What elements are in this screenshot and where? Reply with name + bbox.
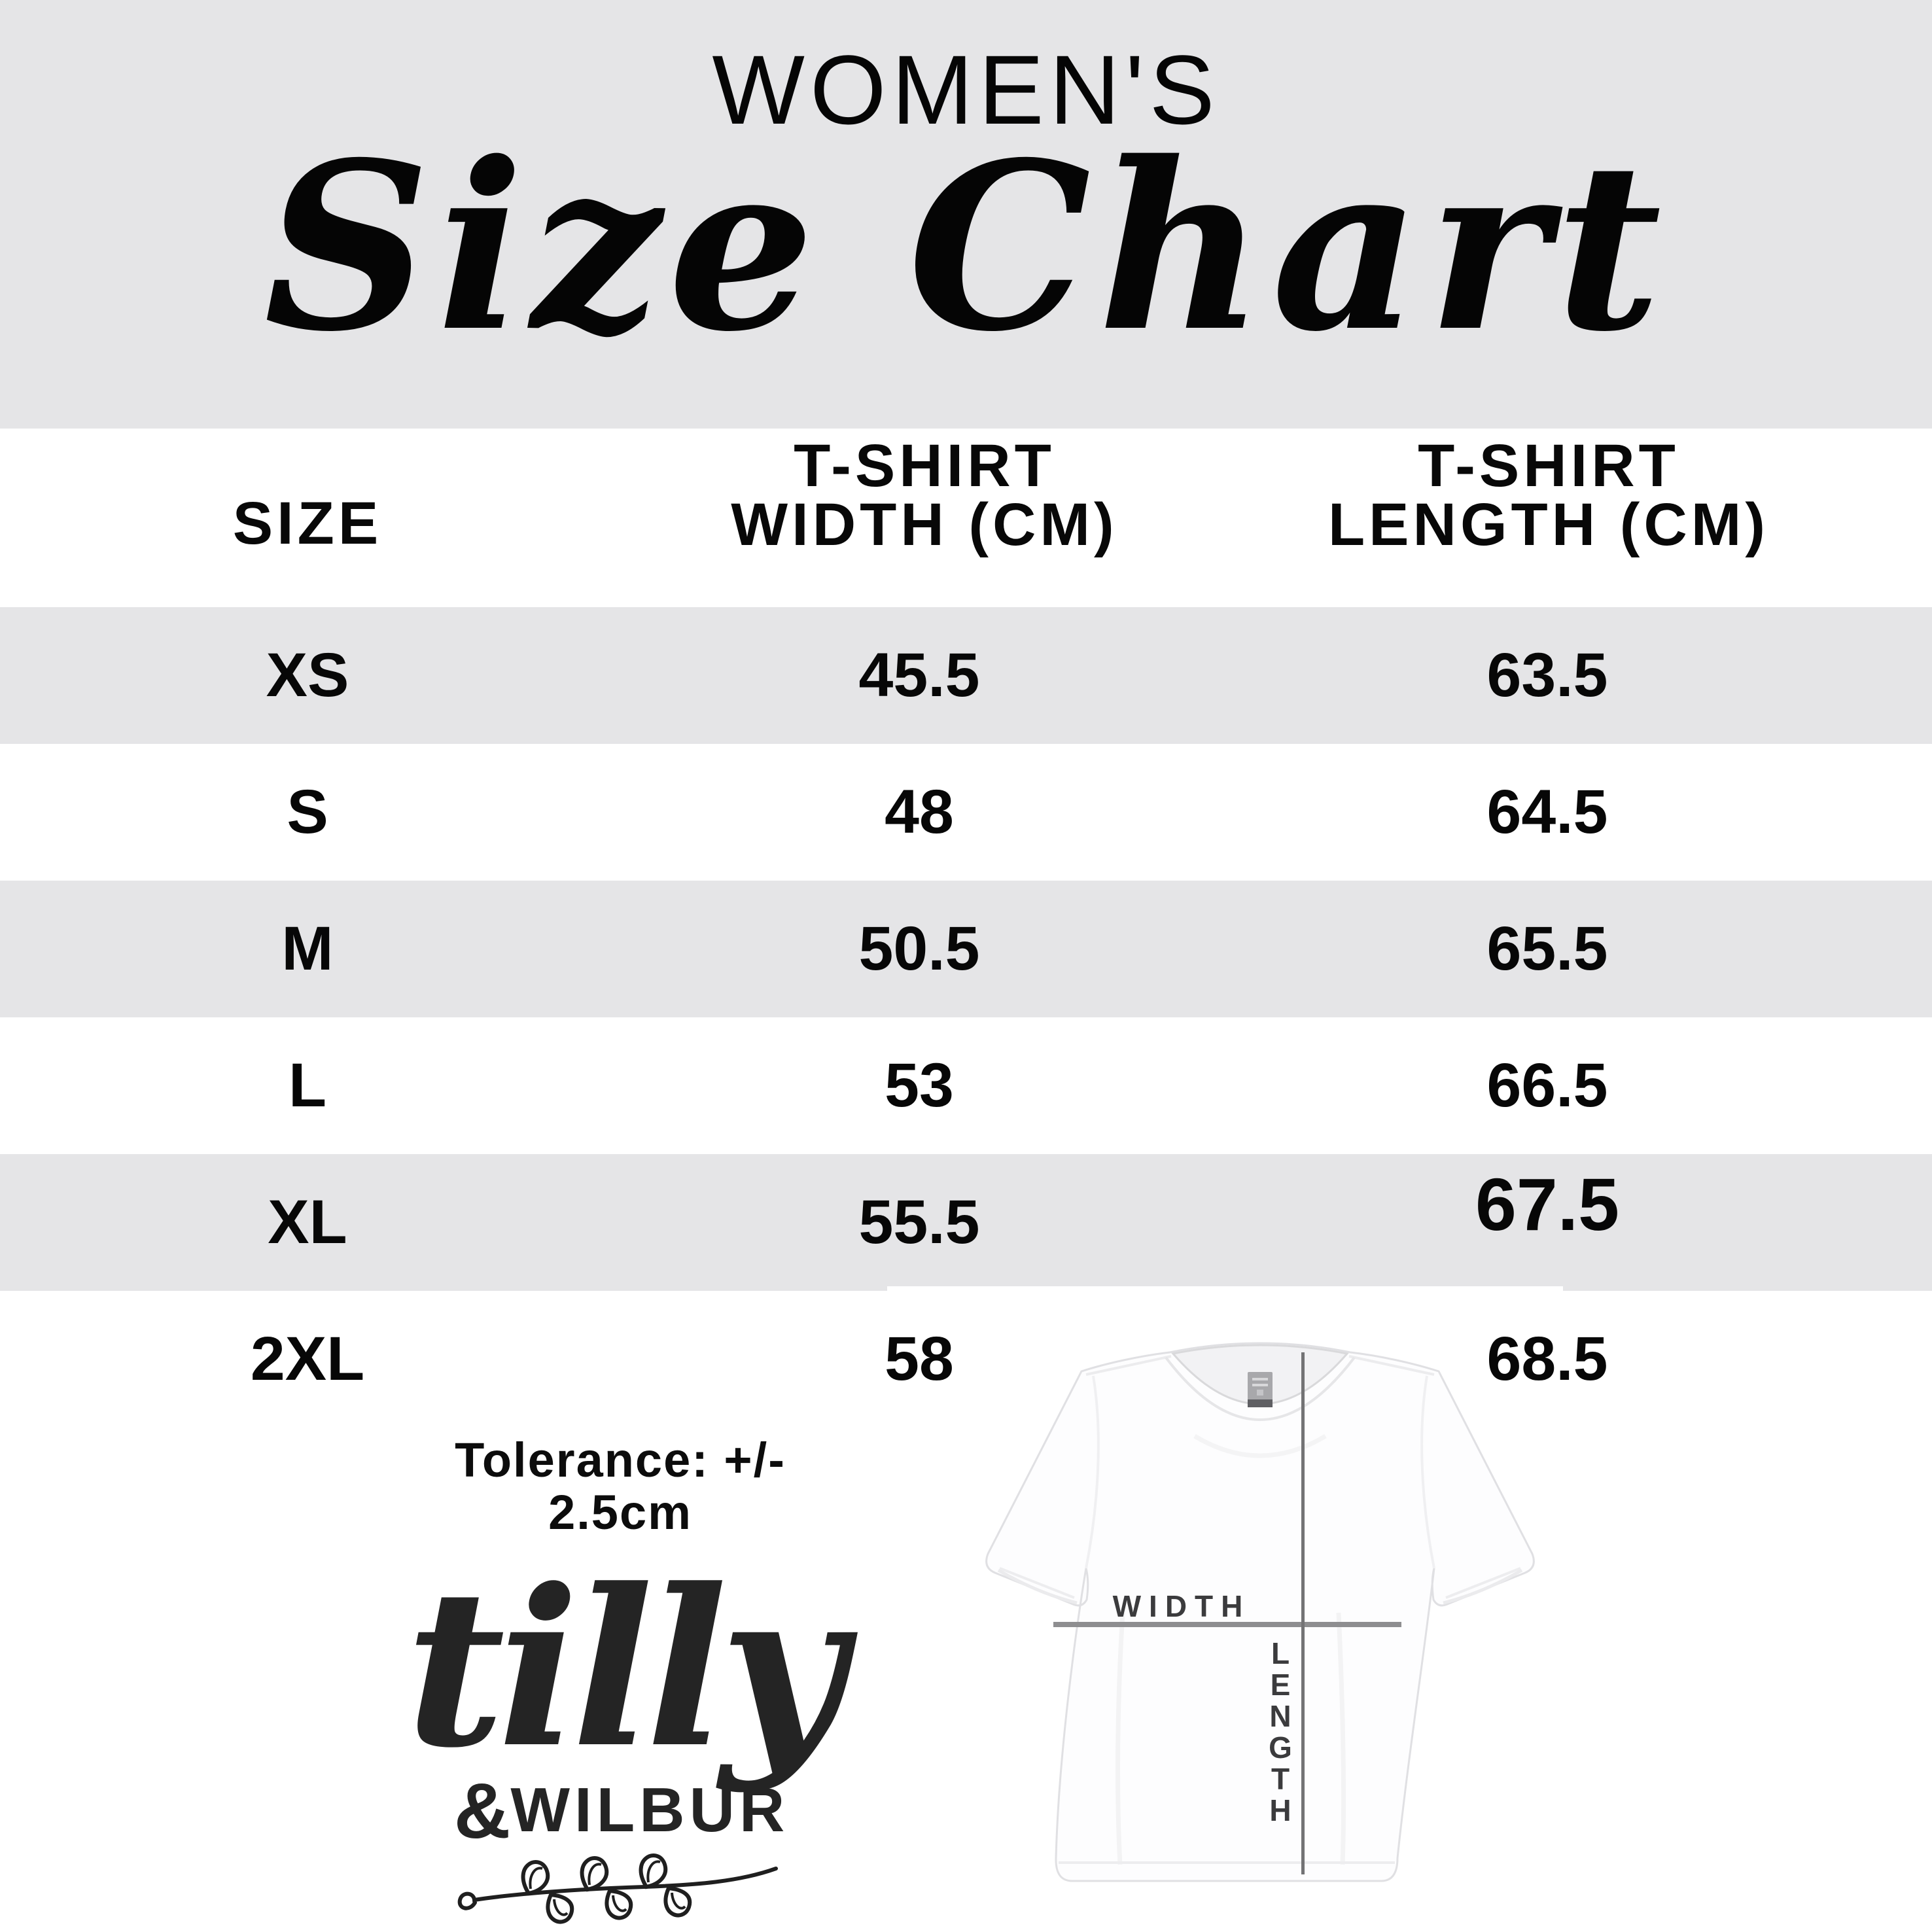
size-table: XS 45.5 63.5 S 48 64.5 M 50.5 65.5 L 53 … (0, 607, 1932, 1428)
width-cell: 45.5 (858, 641, 980, 710)
width-cell: 58 (885, 1324, 954, 1394)
size-cell: 2XL (250, 1324, 365, 1394)
width-cell: 48 (885, 777, 954, 847)
collar-tag (1248, 1372, 1273, 1407)
logo-caps-label: WILBUR (510, 1775, 790, 1845)
collar-band (1165, 1356, 1356, 1421)
table-row-xl: XL 55.5 67.5 (0, 1154, 1932, 1291)
col-header-length-line1: T-SHIRT (1418, 432, 1679, 499)
size-cell: XL (268, 1187, 347, 1257)
col-header-size-label: SIZE (232, 490, 383, 557)
table-row-s: S 48 64.5 (0, 744, 1932, 881)
size-cell: M (281, 914, 334, 983)
table-header: SIZE T-SHIRT WIDTH (CM) T-SHIRT LENGTH (… (0, 429, 1932, 607)
col-header-size: SIZE (111, 490, 504, 557)
width-measure-line (1053, 1622, 1401, 1627)
table-row-xs: XS 45.5 63.5 (0, 607, 1932, 744)
length-measure-line (1301, 1352, 1305, 1874)
length-cell: 66.5 (1486, 1051, 1608, 1120)
col-header-width-line2: WIDTH (CM) (731, 491, 1118, 558)
length-cell: 63.5 (1486, 641, 1608, 710)
laurel-branch-icon (457, 1853, 778, 1924)
length-cell: 65.5 (1486, 914, 1608, 983)
col-header-length-line2: LENGTH (CM) (1327, 491, 1770, 558)
category-title: WOMEN'S (712, 35, 1220, 145)
width-cell: 50.5 (858, 914, 980, 983)
logo-script-name: tilly (405, 1541, 845, 1795)
size-cell: L (288, 1051, 327, 1120)
title-band: WOMEN'S Size Chart (0, 0, 1932, 429)
tshirt-body (985, 1342, 1535, 1882)
length-cell: 68.5 (1486, 1324, 1608, 1394)
table-row-l: L 53 66.5 (0, 1017, 1932, 1154)
table-row-2xl: 2XL 58 68.5 (0, 1291, 1932, 1428)
col-header-width-line1: T-SHIRT (794, 432, 1055, 499)
col-header-length: T-SHIRT LENGTH (CM) (1221, 432, 1876, 558)
length-cell: 64.5 (1486, 777, 1608, 847)
length-cell: 67.5 (1475, 1163, 1619, 1246)
brand-logo: tilly &WILBUR (393, 1524, 851, 1930)
width-cell: 53 (885, 1051, 954, 1120)
logo-ampersand: & (453, 1767, 511, 1855)
col-header-width: T-SHIRT WIDTH (CM) (597, 432, 1252, 558)
page-title: Size Chart (264, 112, 1668, 383)
size-cell: XS (266, 641, 349, 710)
tolerance-note: Tolerance: +/- 2.5cm (455, 1433, 786, 1539)
width-label: WIDTH (1113, 1589, 1251, 1623)
size-cell: S (287, 777, 328, 847)
width-cell: 55.5 (858, 1187, 980, 1257)
logo-caps-name: &WILBUR (393, 1772, 851, 1850)
table-row-m: M 50.5 65.5 (0, 881, 1932, 1017)
